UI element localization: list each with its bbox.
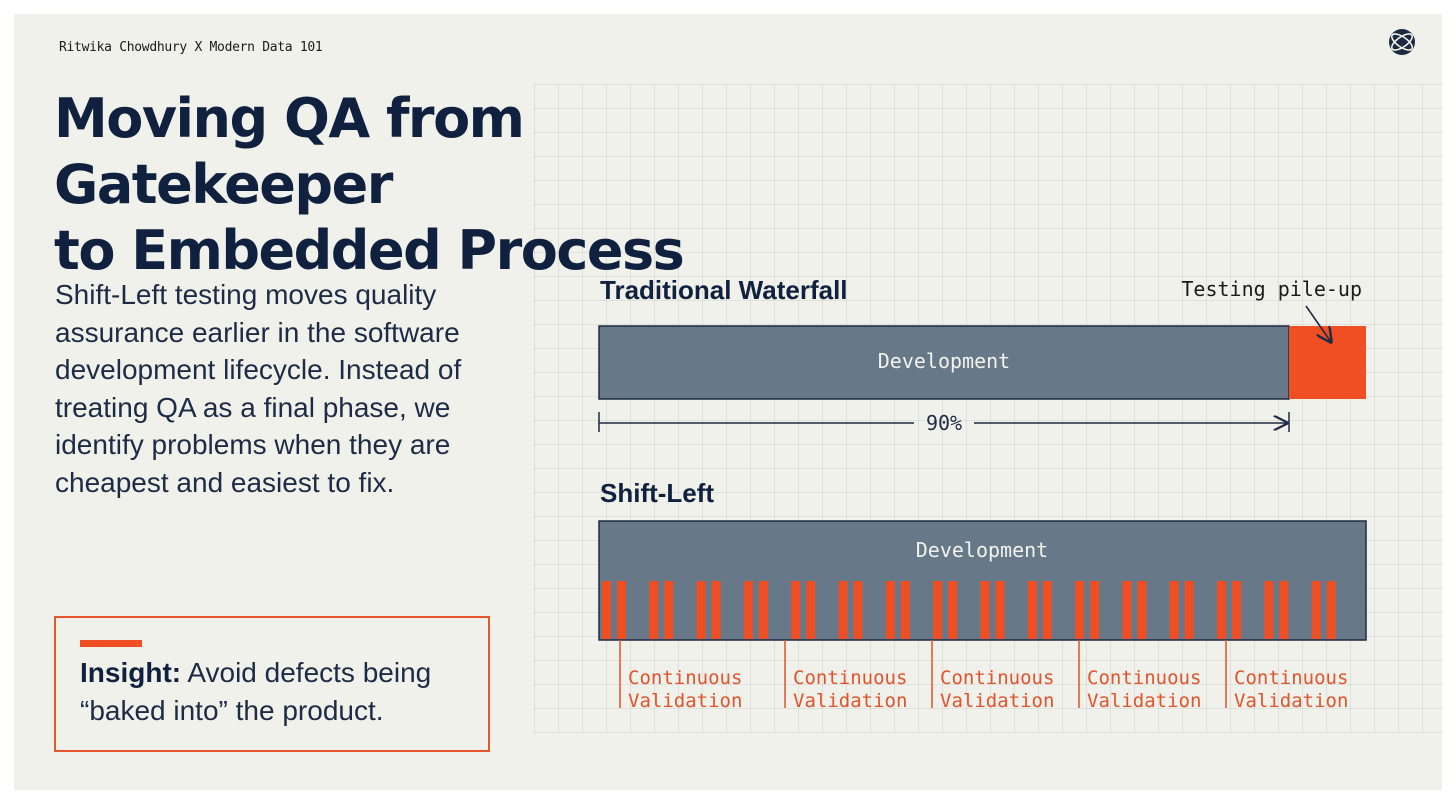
validation-label: Continuous Validation <box>1087 667 1201 712</box>
validation-stripe <box>1137 581 1147 639</box>
validation-stripe <box>602 581 611 639</box>
validation-stripe <box>1326 581 1336 639</box>
shiftleft-development-label: Development <box>916 538 1048 562</box>
title-line-1: Moving QA from Gatekeeper <box>54 87 525 216</box>
insight-box: Insight: Avoid defects being “baked into… <box>54 616 490 752</box>
validation-stripe <box>980 581 990 639</box>
validation-stripe <box>1169 581 1179 639</box>
validation-label: Continuous Validation <box>628 667 742 712</box>
insight-text: Insight: Avoid defects being “baked into… <box>80 654 480 730</box>
title-line-2: to Embedded Process <box>54 219 685 282</box>
measure-label: 90% <box>926 411 962 435</box>
validation-ticks <box>602 581 1336 639</box>
validation-stripe <box>1217 581 1227 639</box>
globe-icon <box>1389 29 1415 55</box>
validation-stripe <box>1075 581 1085 639</box>
validation-stripe <box>1279 581 1289 639</box>
shiftleft-title: Shift-Left <box>600 478 714 508</box>
validation-stripe <box>758 581 768 639</box>
validation-stripe <box>838 581 848 639</box>
validation-label: Continuous Validation <box>940 667 1054 712</box>
validation-stripe <box>711 581 721 639</box>
validation-stripe <box>1042 581 1052 639</box>
percentage-measure: 90% <box>598 411 1290 435</box>
validation-label: Continuous Validation <box>793 667 907 712</box>
validation-stripe <box>1232 581 1242 639</box>
waterfall-development-label: Development <box>878 349 1010 373</box>
validation-stripe <box>696 581 706 639</box>
validation-stripe <box>853 581 863 639</box>
waterfall-development-bar <box>598 325 1290 400</box>
validation-stripe <box>664 581 674 639</box>
validation-stripe <box>1311 581 1321 639</box>
validation-stripe <box>649 581 659 639</box>
validation-stripe <box>1184 581 1194 639</box>
insight-body: Avoid defects being “baked into” the pro… <box>80 657 432 726</box>
pileup-label: Testing pile-up <box>1181 277 1362 301</box>
validation-stripe <box>806 581 816 639</box>
validation-stripe <box>1027 581 1037 639</box>
validation-stripe <box>1122 581 1132 639</box>
byline: Ritwika Chowdhury X Modern Data 101 <box>59 40 323 55</box>
waterfall-title: Traditional Waterfall <box>600 275 848 305</box>
validation-stripe <box>933 581 943 639</box>
validation-stripe <box>1090 581 1100 639</box>
validation-stripe <box>791 581 801 639</box>
slide: Ritwika Chowdhury X Modern Data 101 Movi… <box>14 14 1442 790</box>
validation-stripe <box>900 581 910 639</box>
insight-label: Insight: <box>80 657 182 688</box>
validation-stripe <box>617 581 626 639</box>
page-title: Moving QA from Gatekeeper to Embedded Pr… <box>54 86 874 284</box>
validation-stripe <box>948 581 958 639</box>
pileup-arrow <box>1305 305 1331 342</box>
validation-stripe <box>995 581 1005 639</box>
shift-left-diagram: Traditional Waterfall Testing pile-up De… <box>598 275 1367 712</box>
validation-label: Continuous Validation <box>1234 667 1348 712</box>
insight-accent-bar <box>80 640 142 647</box>
validation-stripe <box>1264 581 1274 639</box>
validation-stripe <box>743 581 753 639</box>
validation-stripe <box>885 581 895 639</box>
body-paragraph: Shift-Left testing moves quality assuran… <box>55 279 462 498</box>
waterfall-timeline: Development <box>598 325 1366 400</box>
validation-labels: Continuous Validation Continuous Validation… <box>619 640 1348 712</box>
